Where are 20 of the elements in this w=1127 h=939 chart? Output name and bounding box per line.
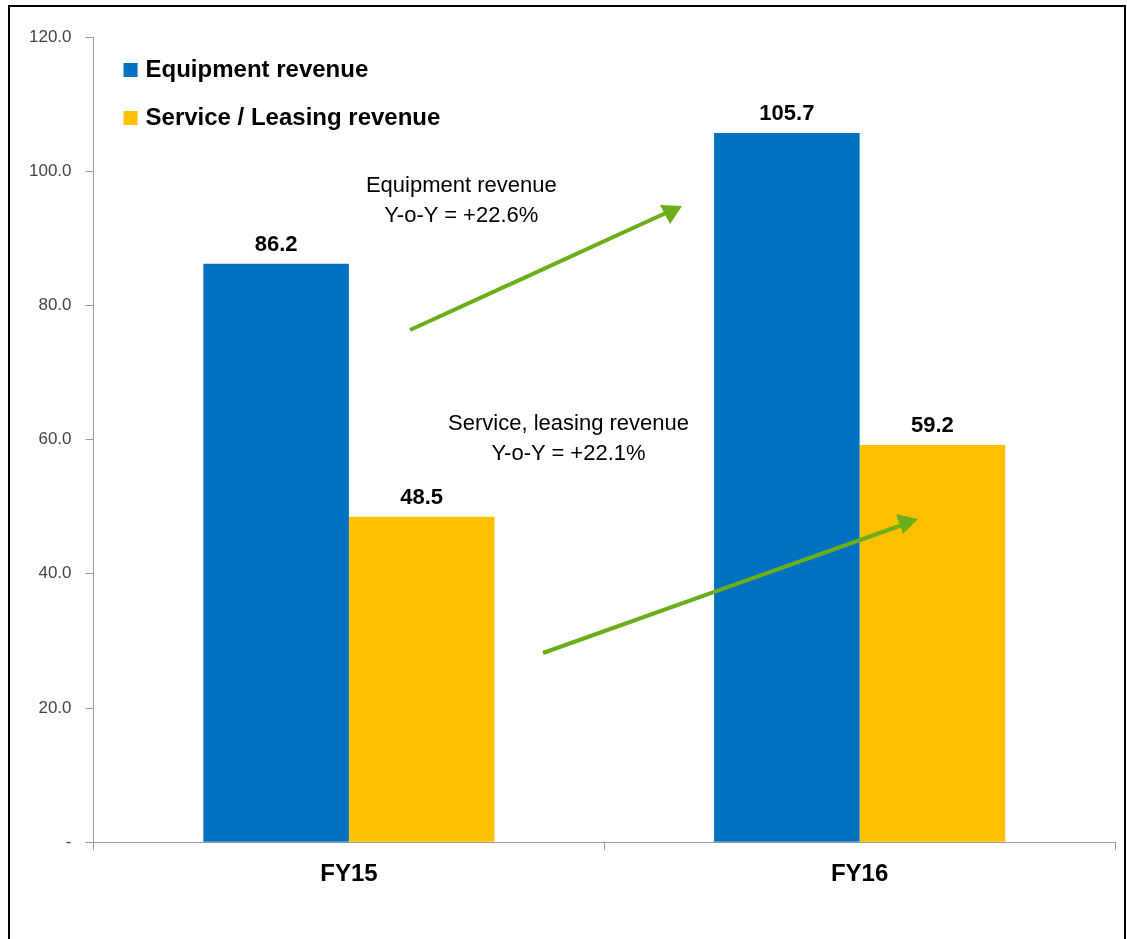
data-label: 59.2 bbox=[911, 412, 954, 438]
bar bbox=[859, 444, 1006, 842]
annotation: Service, leasing revenue Y-o-Y = +22.1% bbox=[448, 409, 689, 465]
x-tick-label: FY16 bbox=[830, 859, 889, 887]
legend-label: Equipment revenue bbox=[145, 54, 369, 82]
x-tick-label: FY15 bbox=[320, 859, 378, 887]
y-tick-label: 60.0 bbox=[38, 429, 72, 449]
data-label: 105.7 bbox=[759, 100, 815, 126]
annotation: Equipment revenue Y-o-Y = +22.6% bbox=[365, 172, 557, 228]
y-tick-label: 40.0 bbox=[38, 563, 72, 583]
data-label: 86.2 bbox=[254, 230, 298, 256]
bar bbox=[348, 516, 495, 842]
data-label: 48.5 bbox=[400, 483, 444, 509]
y-tick-label: 80.0 bbox=[38, 295, 72, 315]
y-tick-label: 20.0 bbox=[38, 697, 72, 717]
y-tick-label: - bbox=[65, 831, 72, 851]
y-tick-label: 120.0 bbox=[28, 26, 72, 46]
legend-label: Service / Leasing revenue bbox=[145, 102, 441, 130]
bar bbox=[203, 263, 349, 842]
y-tick-label: 100.0 bbox=[28, 160, 72, 180]
